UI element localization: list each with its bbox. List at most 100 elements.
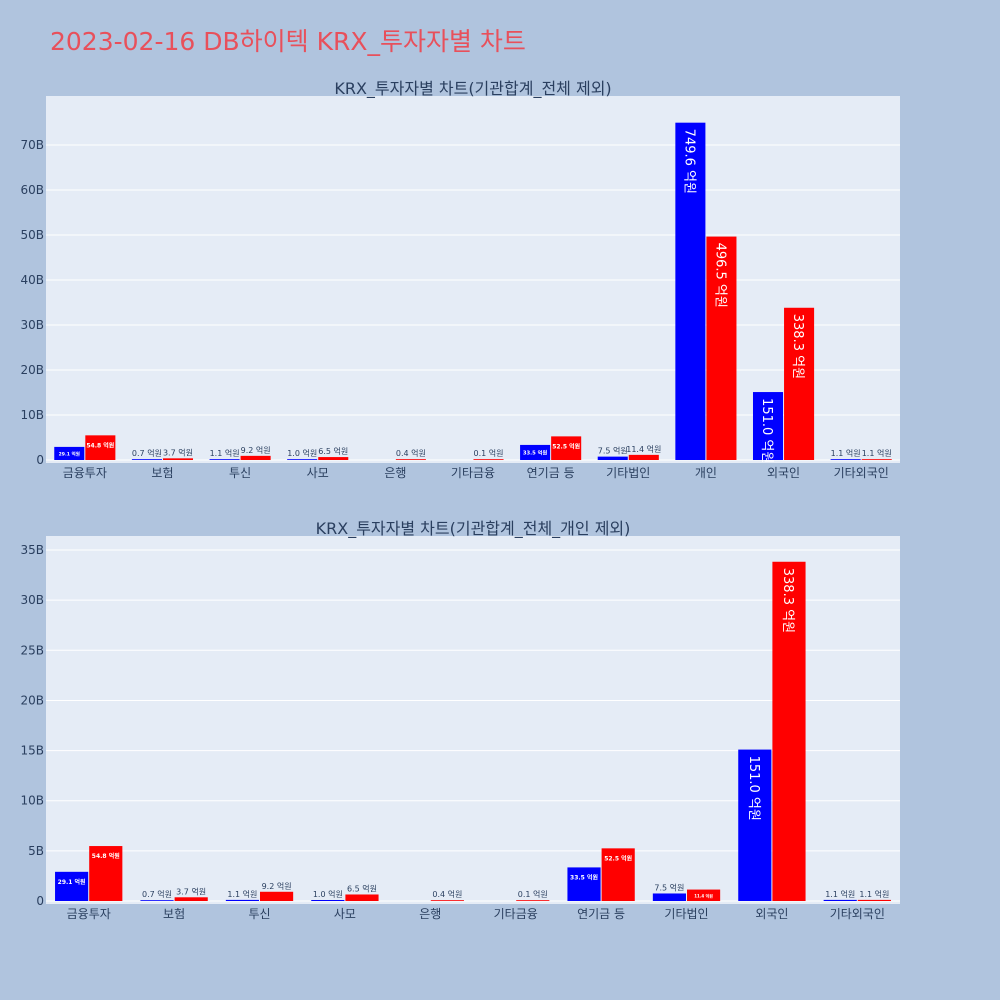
data-label: 1.0 억원	[313, 889, 343, 899]
bar	[551, 436, 582, 460]
chart-title: KRX_투자자별 차트(기관합계_전체_개인 제외)	[316, 519, 631, 539]
data-label: 54.8 억원	[92, 852, 120, 860]
bar	[89, 846, 123, 901]
x-tick-label: 보험	[163, 907, 185, 921]
x-tick-label: 개인	[695, 466, 717, 480]
bar	[706, 236, 737, 460]
bar	[162, 458, 194, 460]
data-label: 3.7 억원	[176, 886, 206, 896]
bar	[520, 444, 551, 460]
bar	[861, 459, 892, 460]
bar	[628, 454, 659, 460]
y-tick-label: 10B	[20, 408, 44, 422]
bar	[174, 897, 208, 901]
bar	[430, 900, 464, 901]
data-label: 0.1 억원	[518, 889, 548, 899]
x-tick-label: 사모	[334, 907, 356, 921]
y-tick-label: 20B	[20, 693, 44, 707]
data-label: 7.5 억원	[598, 446, 628, 456]
x-tick-label: 외국인	[767, 466, 800, 480]
bar	[675, 122, 706, 461]
y-tick-label: 70B	[20, 138, 44, 152]
bar	[652, 893, 686, 901]
data-label: 1.1 억원	[859, 889, 889, 899]
y-tick-label: 5B	[28, 844, 44, 858]
data-label: 11.4 억원	[694, 892, 713, 898]
bar	[772, 561, 806, 901]
bar	[516, 900, 550, 901]
x-tick-label: 기타외국인	[830, 907, 885, 921]
bar	[738, 749, 772, 901]
y-tick-label: 50B	[20, 228, 44, 242]
bar	[54, 446, 85, 460]
data-label: 1.1 억원	[831, 448, 861, 458]
bar	[311, 899, 345, 901]
y-tick-label: 0	[36, 894, 44, 908]
x-tick-label: 기타금융	[451, 466, 495, 480]
y-tick-label: 60B	[20, 183, 44, 197]
y-tick-label: 20B	[20, 363, 44, 377]
chart-1: 0 10B 20B 30B 40B 50B 60B 70B KRX_투자자별 차트(기관합계_전…	[20, 79, 900, 480]
x-tick-label: 기타외국인	[834, 466, 889, 480]
data-label: 1.1 억원	[210, 448, 240, 458]
data-label: 29.1 억원	[59, 450, 80, 457]
data-label: 496.5 억원	[712, 243, 727, 308]
bar	[752, 392, 784, 460]
x-tick-label: 외국인	[755, 907, 788, 921]
bar	[687, 889, 721, 901]
bar	[395, 459, 426, 460]
bar	[597, 456, 628, 460]
x-tick-label: 기타금융	[494, 907, 538, 921]
bar	[473, 459, 504, 460]
data-label: 3.7 억원	[163, 447, 193, 457]
data-label: 6.5 억원	[347, 883, 377, 893]
data-label: 52.5 억원	[552, 442, 580, 450]
page-title: 2023-02-16 DB하이텍 KRX_투자자별 차트	[50, 27, 526, 56]
bar	[567, 867, 601, 901]
bar	[345, 894, 379, 901]
x-tick-label: 은행	[419, 906, 441, 921]
data-label: 33.5 억원	[570, 873, 598, 881]
data-label: 1.1 억원	[862, 448, 892, 458]
data-label: 9.2 억원	[241, 445, 271, 455]
y-tick-label: 40B	[20, 273, 44, 287]
data-label: 0.4 억원	[432, 889, 462, 899]
data-label: 151.0 억원	[746, 756, 761, 821]
data-label: 11.4 억원	[626, 444, 661, 454]
x-tick-label: 보험	[151, 466, 173, 480]
data-label: 33.5 억원	[523, 448, 548, 456]
bar	[823, 899, 857, 901]
y-tick-label: 30B	[20, 593, 44, 607]
x-tick-label: 금융투자	[63, 466, 107, 480]
data-label: 54.8 억원	[86, 441, 114, 449]
bar	[318, 457, 349, 460]
y-tick-label: 0	[36, 453, 44, 467]
data-label: 0.7 억원	[142, 889, 172, 899]
bar	[260, 891, 294, 901]
data-label: 1.0 억원	[287, 448, 317, 458]
x-tick-label: 기타법인	[664, 907, 708, 921]
bar	[140, 900, 174, 901]
x-tick-label: 은행	[384, 465, 406, 480]
data-label: 7.5 억원	[654, 882, 684, 892]
data-label: 151.0 억원	[759, 398, 774, 463]
data-label: 9.2 억원	[262, 881, 292, 891]
bar	[857, 899, 891, 901]
chart-2: 0 5B 10B 15B 20B 25B 30B 35B KRX_투자자별 차트(기관합계_전체…	[20, 519, 900, 921]
data-label: 29.1 억원	[58, 878, 86, 886]
y-tick-label: 10B	[20, 794, 44, 808]
bar	[209, 459, 240, 460]
bar	[287, 459, 318, 460]
bar	[240, 455, 271, 460]
chart-title: KRX_투자자별 차트(기관합계_전체 제외)	[334, 79, 611, 99]
x-tick-label: 사모	[307, 466, 329, 480]
bar	[131, 459, 162, 460]
y-tick-label: 35B	[20, 543, 44, 557]
bar	[225, 899, 259, 901]
x-tick-label: 금융투자	[67, 907, 111, 921]
y-tick-label: 25B	[20, 643, 44, 657]
plot-area	[46, 536, 900, 904]
y-tick-label: 15B	[20, 744, 44, 758]
bar	[601, 848, 635, 901]
data-label: 0.1 억원	[474, 448, 504, 458]
